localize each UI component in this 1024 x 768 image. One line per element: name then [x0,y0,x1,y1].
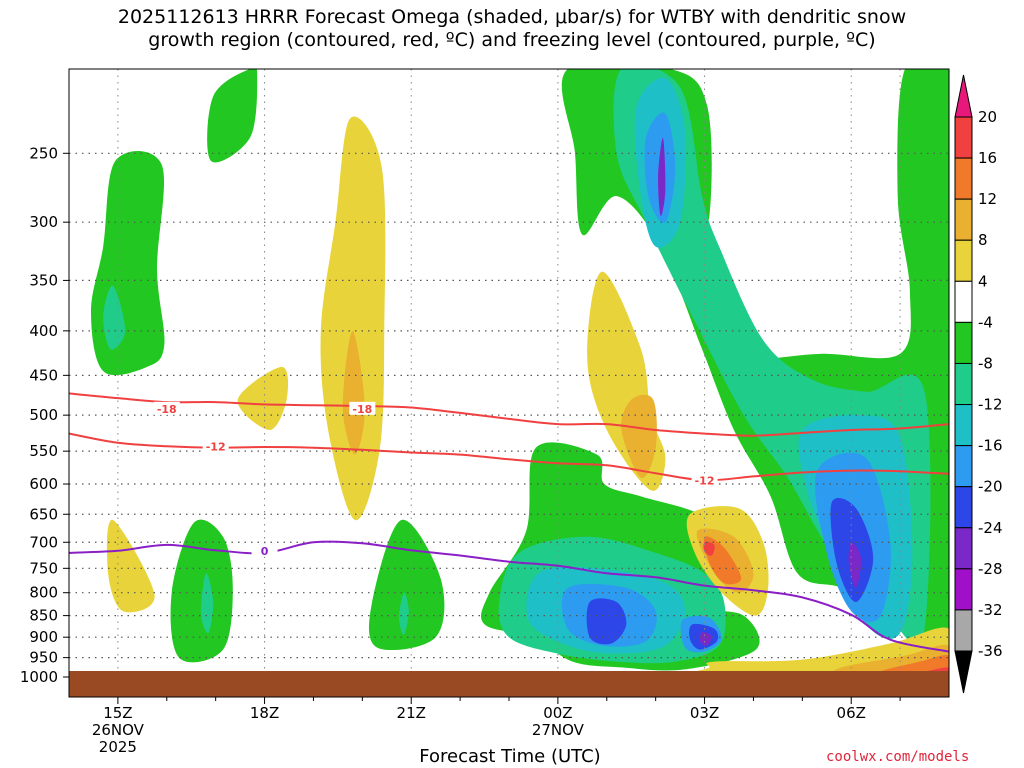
omega-region-7 [170,519,233,663]
y-axis: 250 300 350 400 450 500 550 600 650 700 750 800 850 9… [20,144,69,686]
colorbar-label: 4 [978,272,988,290]
colorbar-label: -24 [978,519,1003,537]
y-tick-label: 900 [29,628,58,646]
contours: -18 -18 -12 -12 0 [69,392,949,653]
y-tick-label: 550 [29,442,58,460]
colorbar-top-arrow [954,74,973,118]
plot-area: -18 -18 -12 -12 0 [69,69,949,697]
omega-region-33 [703,541,715,556]
y-tick-label: 500 [29,406,58,424]
colorbar-box [954,157,973,200]
contour-label-bg [251,543,278,557]
omega-region-8 [200,573,214,634]
omega-region-26 [586,598,627,645]
colorbar-label: -20 [978,478,1003,496]
colorbar-box [954,609,973,652]
colorbar-bottom-arrow [954,650,973,694]
x-tick-sublabel: 2025 [99,738,137,756]
colorbar-label: 12 [978,190,997,208]
y-tick-label: 700 [29,533,58,551]
y-tick-label: 850 [29,607,58,625]
colorbar-box [954,321,973,364]
contour-label: -12 [695,474,715,487]
x-tick-label: 15Z [103,704,132,722]
omega-region-3 [320,116,386,521]
contour-label-bg [691,473,718,487]
contour-label-bg [153,401,180,415]
colorbar-box [954,362,973,406]
y-tick-label: 250 [29,144,58,162]
colorbar-label: -16 [978,437,1003,455]
colorbar-label: -12 [978,396,1003,414]
colorbar-label: -36 [978,642,1003,660]
colorbar: 20 16 12 8 4 -4 -8 -12 -16 -20 -24 -28 -32 -36 [954,74,1003,694]
colorbar-box [954,198,973,241]
x-tick-label: 21Z [397,704,426,722]
omega-region-6 [106,519,155,613]
y-tick-label: 600 [29,475,58,493]
colorbar-label: 16 [978,149,997,167]
x-tick-sublabel: 26NOV [92,721,145,739]
x-tick-label: 18Z [250,704,279,722]
title-line-1: 2025112613 HRRR Forecast Omega (shaded, … [117,6,907,28]
colorbar-label: -28 [978,560,1003,578]
credit-link[interactable]: coolwx.com/models [826,749,970,765]
colorbar-box [954,404,973,447]
colorbar-label: 8 [978,231,988,249]
x-tick-label: 06Z [837,704,866,722]
colorbar-box [954,486,973,529]
contour-label-bg [202,439,229,453]
terrain-ground [69,671,949,697]
x-axis-title: Forecast Time (UTC) [419,746,601,767]
colorbar-box [954,527,973,570]
chart-title: 2025112613 HRRR Forecast Omega (shaded, … [0,6,1024,52]
colorbar-box [954,445,973,488]
y-tick-label: 750 [29,559,58,577]
colorbar-label: -32 [978,601,1003,619]
x-tick-label: 00Z [543,704,572,722]
omega-region-1 [103,285,126,350]
omega-shading [91,69,949,681]
omega-region-10 [399,592,409,636]
omega-region-17 [658,137,666,217]
y-tick-label: 350 [29,271,58,289]
y-tick-label: 450 [29,366,58,384]
title-line-2: growth region (contoured, red, ºC) and f… [148,29,876,51]
contour-line-0 [69,392,949,437]
grid [69,69,949,697]
colorbar-label: -8 [978,354,993,372]
contour-label: -18 [157,403,177,416]
colorbar-label: -4 [978,313,993,331]
contour-line-2 [69,540,949,653]
y-tick-label: 950 [29,649,58,667]
contour-label: -12 [206,441,226,454]
y-tick-label: 1000 [20,668,58,686]
contour-label: -18 [352,403,372,416]
colorbar-box [954,116,973,159]
omega-region-29 [699,631,713,646]
y-tick-label: 300 [29,213,58,231]
x-tick-sublabel: 27NOV [532,721,585,739]
colorbar-box [954,568,973,611]
y-tick-label: 650 [29,505,58,523]
y-tick-label: 800 [29,584,58,602]
contour-label: 0 [261,545,269,558]
omega-region-4 [342,330,365,455]
omega-region-2 [207,69,258,163]
x-tick-label: 03Z [690,704,719,722]
omega-region-5 [237,366,289,430]
colorbar-box [954,280,973,323]
colorbar-box [954,239,973,282]
contour-label-bg [349,401,376,415]
colorbar-label: 20 [978,108,997,126]
y-tick-label: 400 [29,322,58,340]
